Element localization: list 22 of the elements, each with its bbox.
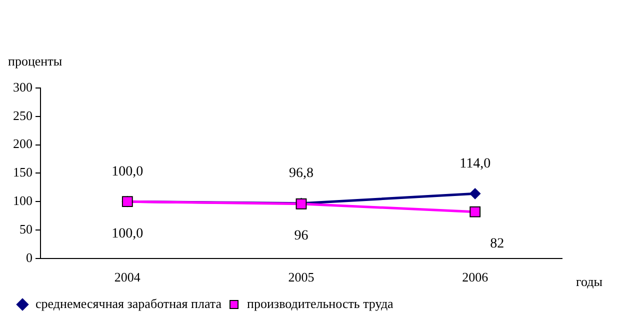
x-axis-title: годы <box>576 274 603 289</box>
y-tick-label: 100 <box>13 193 32 208</box>
data-label: 96 <box>294 228 308 244</box>
data-label: 96,8 <box>289 166 314 182</box>
point <box>470 188 481 200</box>
data-label: 100,0 <box>112 226 144 242</box>
y-tick-label: 150 <box>13 164 32 180</box>
y-tick-label: 0 <box>26 250 32 265</box>
x-tick-label: 2006 <box>462 270 489 285</box>
y-axis-title: проценты <box>8 53 62 68</box>
data-label: 100,0 <box>112 164 144 180</box>
y-tick-label: 50 <box>20 221 32 236</box>
point <box>470 206 481 218</box>
data-label: 82 <box>490 236 504 252</box>
y-tick-label: 200 <box>13 136 32 152</box>
data-label: 114,0 <box>460 156 491 172</box>
x-tick-label: 2005 <box>288 270 314 285</box>
y-tick-label: 250 <box>13 108 32 123</box>
legend-label: производительность труда <box>247 296 394 311</box>
x-tick-label: 2004 <box>114 270 141 285</box>
legend-label: среднемесячная заработная плата <box>36 296 222 311</box>
y-tick-label: 300 <box>13 79 32 94</box>
